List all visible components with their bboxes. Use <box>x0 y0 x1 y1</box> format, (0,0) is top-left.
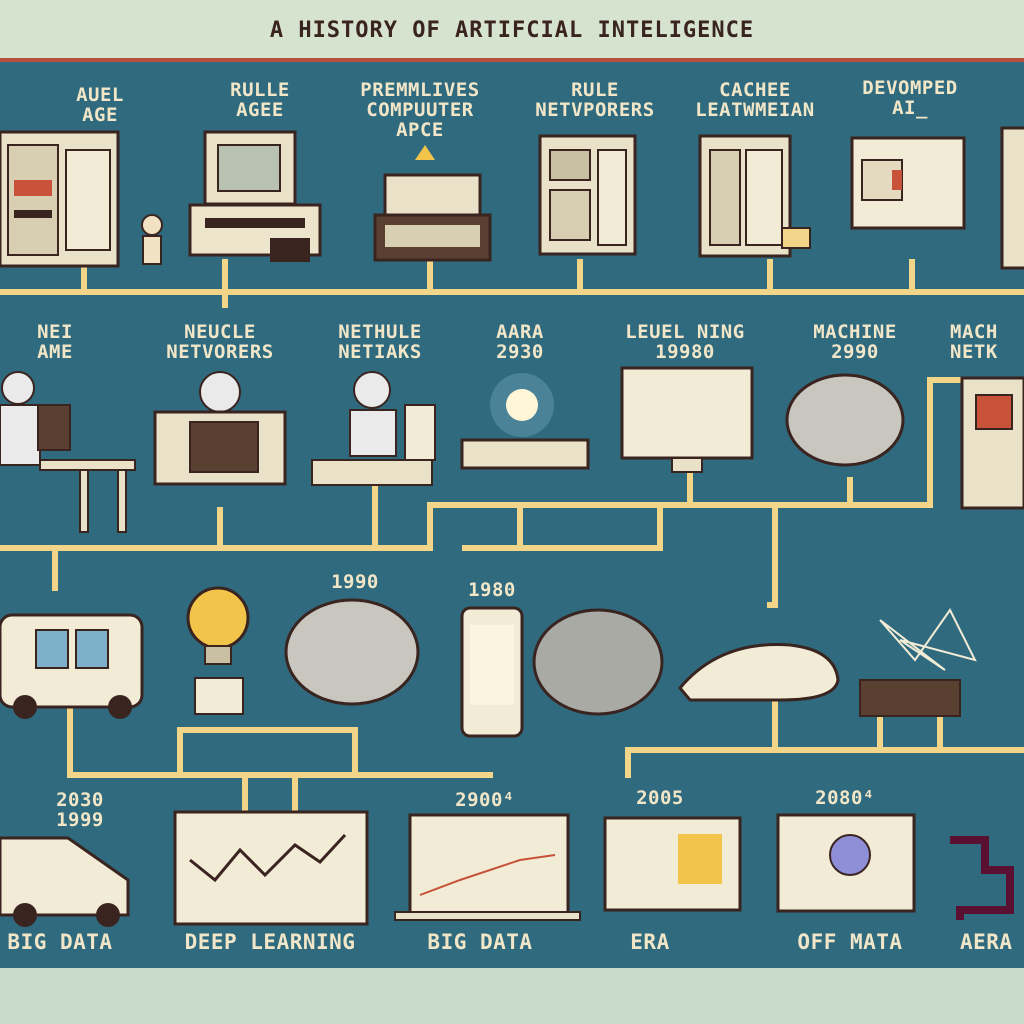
bottom-label-deep-learning: DEEP LEARNING <box>184 930 356 954</box>
server-tower-icon <box>960 376 1024 510</box>
era-label-auel-age: AUEL AGE <box>76 84 124 126</box>
smartphone-icon <box>460 606 524 738</box>
hover-craft-icon <box>678 643 840 702</box>
server-edge-icon <box>1000 126 1024 270</box>
year-label-2080: 2080⁴ <box>815 787 875 809</box>
lightbulb-icon <box>186 586 250 665</box>
line-chart-monitor-icon <box>173 810 369 926</box>
bottom-label-off-mata: OFF MATA <box>797 930 903 954</box>
monitor-network-icon <box>620 366 754 473</box>
footer-strip <box>0 968 1024 1024</box>
era-label-nei-ame: NEI AME <box>37 321 73 363</box>
desktop-computer-icon <box>188 130 322 262</box>
person-at-desk-icon <box>0 371 136 533</box>
monitor-network-icon <box>776 813 916 913</box>
era-label-aara-2930: AARA 2930 <box>496 321 544 363</box>
era-label-machine-2990: MACHINE 2990 <box>813 321 897 363</box>
laptop-chart-icon <box>394 813 581 921</box>
monitor-icon <box>603 816 742 912</box>
timeline-connectors <box>0 259 1024 813</box>
server-cabinet-icon <box>538 134 637 256</box>
van-icon <box>0 836 130 927</box>
year-label-1990: 1990 <box>331 571 379 593</box>
title-banner <box>0 0 1024 58</box>
era-label-nethule: NETHULE NETIAKS <box>338 321 422 363</box>
era-label-rule-netvporers: RULE NETVPORERS <box>535 79 655 121</box>
robot-box-icon <box>850 136 966 230</box>
bottom-label-big-data-1: BIG DATA <box>7 930 113 954</box>
bottom-label-era: ERA <box>630 930 670 954</box>
era-label-rulle-agee: RULLE AGEE <box>230 79 290 121</box>
typewriter-icon <box>373 145 492 262</box>
era-label-premmlives: PREMMLIVES COMPUUTER APCE <box>360 79 480 141</box>
year-label-2005: 2005 <box>636 787 684 809</box>
bottom-label-aera: AERA <box>960 930 1013 954</box>
researcher-icon <box>311 371 436 486</box>
page-title: A HISTORY OF ARTIFCIAL INTELIGENCE <box>269 18 755 43</box>
year-label-1980: 1980 <box>468 579 516 601</box>
screen-small-icon <box>194 677 244 715</box>
year-label-2900: 2900⁴ <box>455 789 515 811</box>
brain-icon <box>785 373 905 467</box>
brain-icon <box>284 598 420 706</box>
bottom-label-big-data-2: BIG DATA <box>427 930 533 954</box>
van-icon <box>0 613 144 719</box>
era-label-devomped-ai: DEVOMPED AI_ <box>862 77 958 119</box>
era-label-neucle: NEUCLE NETVORERS <box>166 321 274 363</box>
scientist-terminal-icon <box>153 371 287 486</box>
year-label-2030-1999: 2030 1999 <box>56 789 104 831</box>
glowing-keyboard-icon <box>460 373 590 470</box>
brain-icon <box>532 608 664 716</box>
mainframe-computer-icon <box>0 130 120 268</box>
network-graph-icon <box>859 608 977 717</box>
person-figure-icon <box>141 214 163 265</box>
era-label-mach-netk: MACH NETK <box>950 321 998 363</box>
tower-computer-icon <box>698 134 811 258</box>
era-label-leuel-ning: LEUEL NING 19980 <box>625 321 745 363</box>
circuit-icon <box>950 836 1014 920</box>
era-label-cachee: CACHEE LEATWMEIAN <box>695 79 815 121</box>
